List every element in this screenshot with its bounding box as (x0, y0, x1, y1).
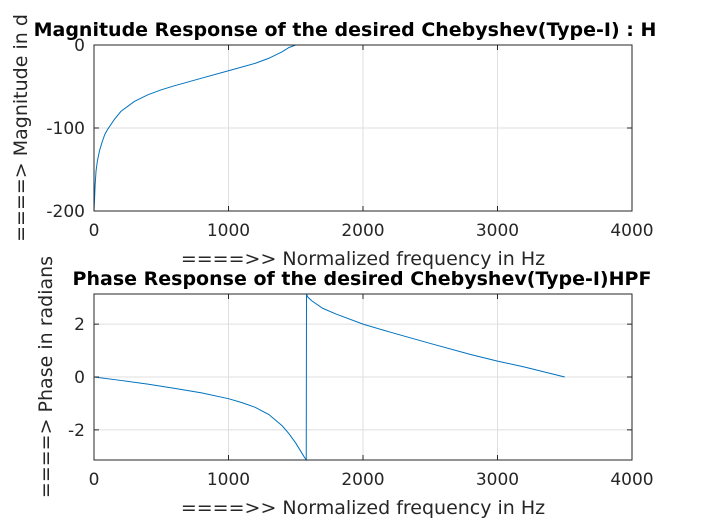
phase-y-axis-label: ====> Phase in radians (35, 256, 57, 498)
phase-y-tick-label: 0 (74, 368, 85, 388)
phase-x-tick-label: 2000 (341, 470, 384, 490)
phase-chart-title: Phase Response of the desired Chebyshev(… (73, 268, 652, 290)
magnitude-x-tick-label: 4000 (610, 221, 653, 241)
phase-series-line (94, 294, 565, 461)
magnitude-y-axis-label: ====> Magnitude in d (10, 14, 32, 242)
magnitude-x-tick-label: 0 (89, 221, 100, 241)
phase-y-tick-label: 2 (74, 315, 85, 335)
phase-x-tick-label: 4000 (610, 470, 653, 490)
phase-x-tick-label: 1000 (207, 470, 250, 490)
phase-x-tick-label: 3000 (476, 470, 519, 490)
magnitude-y-tick-label: 0 (74, 36, 85, 56)
phase-x-axis-label: ====>> Normalized frequency in Hz (181, 497, 545, 519)
magnitude-x-tick-label: 3000 (476, 221, 519, 241)
phase-x-tick-label: 0 (89, 470, 100, 490)
phase-panel: 0 1000 2000 3000 4000 -2 0 2 ====>> Normalized f… (35, 256, 654, 519)
magnitude-x-tick-label: 1000 (207, 221, 250, 241)
magnitude-y-tick-label: -100 (46, 119, 85, 139)
phase-y-tick-label: -2 (68, 421, 85, 441)
magnitude-chart-title: Magnitude Response of the desired Chebys… (34, 19, 657, 41)
magnitude-x-axis-label: ====>> Normalized frequency in Hz (181, 248, 545, 270)
magnitude-x-tick-label: 2000 (341, 221, 384, 241)
magnitude-panel: 0 1000 2000 3000 4000 -200 -100 0 ====>> Normali… (10, 14, 656, 270)
magnitude-y-tick-label: -200 (46, 202, 85, 222)
